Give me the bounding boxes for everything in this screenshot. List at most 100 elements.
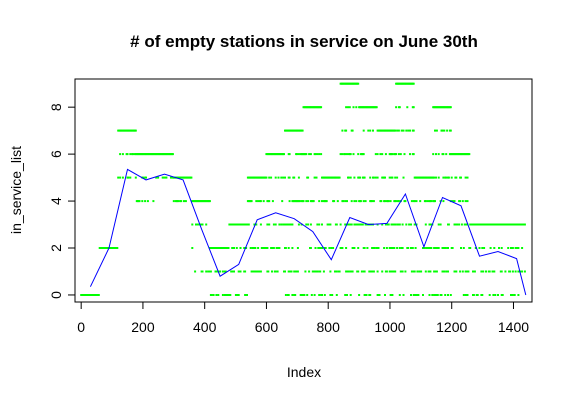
data-point — [384, 223, 387, 226]
data-point — [379, 153, 382, 156]
data-point — [336, 200, 339, 203]
data-point — [372, 129, 374, 132]
y-tick-label: 0 — [48, 291, 64, 299]
data-point — [293, 176, 296, 179]
data-point — [416, 270, 419, 273]
data-point — [272, 223, 275, 226]
data-point — [163, 176, 166, 179]
data-point — [363, 294, 366, 296]
data-point — [413, 223, 416, 226]
data-point — [362, 200, 365, 203]
data-point — [249, 247, 252, 249]
data-point — [264, 247, 267, 249]
data-point — [134, 176, 137, 179]
data-point — [313, 176, 316, 179]
data-point — [360, 270, 363, 273]
data-point — [424, 270, 427, 273]
data-point — [314, 247, 317, 249]
data-point — [398, 294, 401, 296]
data-point — [305, 223, 308, 226]
data-point — [288, 200, 291, 203]
data-point — [476, 294, 479, 296]
data-point — [373, 247, 376, 249]
data-point — [288, 153, 291, 156]
data-point — [300, 223, 303, 226]
data-point — [229, 294, 232, 296]
data-point — [493, 270, 496, 273]
data-point — [481, 247, 484, 249]
data-point — [462, 247, 465, 249]
data-point — [208, 200, 211, 203]
data-point — [414, 247, 417, 249]
data-point — [504, 270, 507, 273]
data-point — [329, 223, 332, 226]
data-point — [396, 223, 399, 226]
data-point — [494, 294, 497, 296]
data-point — [391, 294, 394, 296]
data-point — [460, 223, 463, 226]
data-point — [444, 294, 447, 296]
data-point — [345, 247, 348, 249]
data-point — [258, 270, 260, 273]
data-point — [514, 270, 517, 273]
x-tick-label: 400 — [193, 319, 217, 335]
data-point — [433, 270, 436, 273]
data-point — [445, 153, 448, 156]
data-point — [357, 270, 360, 273]
data-point — [395, 200, 398, 203]
data-point — [254, 176, 257, 179]
data-point — [388, 247, 391, 249]
data-point — [210, 294, 213, 296]
data-point — [453, 200, 456, 203]
data-point — [394, 270, 397, 273]
data-point — [296, 247, 299, 249]
data-point — [437, 153, 440, 156]
data-point — [257, 247, 260, 249]
data-point — [361, 223, 364, 226]
data-point — [410, 223, 412, 226]
data-point — [396, 129, 399, 132]
data-point — [469, 247, 472, 249]
data-point — [298, 200, 301, 203]
data-point — [391, 176, 394, 179]
data-point — [460, 176, 462, 179]
data-point — [344, 294, 347, 296]
data-point — [466, 294, 469, 296]
data-point — [485, 270, 487, 273]
data-point — [271, 247, 273, 249]
data-point — [411, 247, 414, 249]
data-point — [441, 270, 444, 273]
data-point — [284, 294, 287, 296]
data-point — [439, 200, 442, 203]
data-point — [459, 200, 462, 203]
data-point — [363, 270, 366, 273]
data-point — [515, 247, 518, 249]
data-point — [322, 270, 325, 273]
data-point — [221, 270, 224, 273]
data-point — [376, 223, 379, 226]
x-tick-label: 800 — [317, 319, 341, 335]
data-point — [384, 200, 386, 203]
data-point — [254, 247, 257, 249]
data-point — [219, 270, 222, 273]
data-point — [357, 247, 360, 249]
data-point — [513, 294, 516, 296]
data-point — [388, 176, 391, 179]
data-point — [390, 270, 393, 273]
data-point — [410, 270, 413, 273]
data-point — [453, 223, 456, 226]
data-point — [396, 176, 399, 179]
data-point — [291, 247, 294, 249]
data-point — [254, 270, 257, 273]
data-point — [377, 247, 380, 249]
data-point — [359, 200, 362, 203]
data-point — [383, 247, 386, 249]
data-point — [97, 294, 100, 296]
data-point — [369, 129, 372, 132]
data-point — [433, 176, 436, 179]
data-point — [462, 294, 465, 296]
data-point — [244, 294, 247, 296]
data-point — [212, 294, 215, 296]
data-point — [315, 176, 318, 179]
